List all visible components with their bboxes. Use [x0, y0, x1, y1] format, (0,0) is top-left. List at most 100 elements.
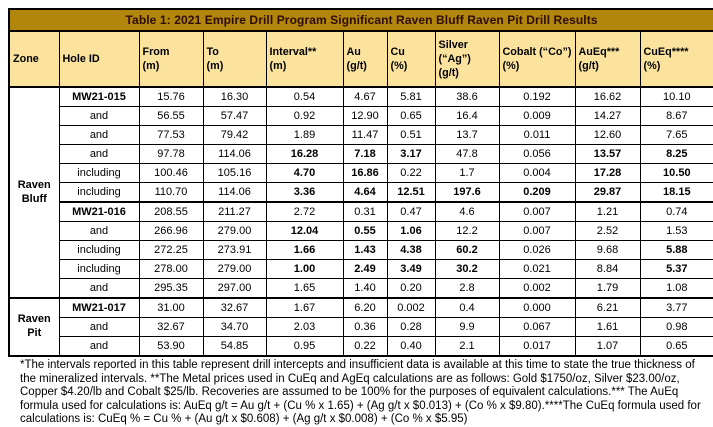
cell-interval-m: 16.28 — [265, 144, 344, 164]
col-header-line: (“Ag”) — [438, 52, 471, 65]
table-row: including 278.00 279.00 1.00 2.49 3.49 30.2 0.0… — [9, 259, 713, 279]
cell-cueq-pct: 1.53 — [639, 221, 713, 241]
col-header-line: (g/t) — [346, 60, 367, 72]
drill-results-table: Table 1: 2021 Empire Drill Program Signi… — [7, 8, 713, 357]
cell-to-m: 16.30 — [202, 86, 267, 107]
cell-cu-pct: 0.65 — [386, 106, 436, 126]
hole-id-cell: MW21-015 — [58, 86, 140, 107]
table-row: MW21-016 208.55 211.27 2.72 0.31 0.47 4.6 0.007… — [9, 201, 713, 222]
cell-aueq-gt: 6.21 — [574, 297, 641, 318]
col-header-line: (%) — [502, 60, 520, 72]
cell-cobalt-pct: 0.056 — [498, 144, 576, 164]
hole-id-cell: and — [58, 221, 140, 241]
cell-cobalt-pct: 0.021 — [498, 259, 576, 279]
cell-to-m: 279.00 — [202, 221, 267, 241]
col-header-line: Interval** — [269, 45, 317, 58]
table-row: and 266.96 279.00 12.04 0.55 1.06 12.2 0.007 2.5… — [9, 221, 713, 241]
cell-cu-pct: 0.40 — [386, 336, 436, 357]
table-row: Raven Bluff MW21-015 15.76 16.30 0.54 4.67 5.8… — [8, 86, 713, 299]
col-header-line: Cu — [390, 45, 405, 58]
cell-to-m: 114.06 — [202, 182, 267, 203]
cell-interval-m: 1.67 — [265, 297, 344, 318]
cell-cobalt-pct: 0.026 — [498, 240, 576, 260]
cell-interval-m: 1.00 — [265, 259, 344, 279]
cell-cobalt-pct: 0.209 — [498, 182, 576, 203]
cell-cueq-pct: 18.15 — [639, 182, 713, 203]
cell-from-m: 110.70 — [138, 182, 204, 203]
col-header-line: From — [142, 45, 170, 58]
cell-interval-m: 1.89 — [265, 125, 344, 145]
cell-from-m: 77.53 — [138, 125, 204, 145]
table-row: including 272.25 273.91 1.66 1.43 4.38 60.2 0.0… — [9, 240, 713, 260]
cell-interval-m: 0.92 — [265, 106, 344, 126]
hole-id-cell: including — [58, 163, 140, 183]
table-row: Raven Pit MW21-017 31.00 32.67 1.67 6.20 0.002… — [8, 297, 713, 357]
cell-from-m: 56.55 — [138, 106, 204, 126]
footnote: *The intervals reported in this table re… — [20, 359, 701, 425]
table-row: and 32.67 34.70 2.03 0.36 0.28 9.9 0.067 1.61 0.9… — [9, 317, 713, 337]
cell-from-m: 266.96 — [138, 221, 204, 241]
table-row: and 56.55 57.47 0.92 12.90 0.65 16.4 0.009 14.27… — [9, 106, 713, 126]
cell-silver-gt: 16.4 — [434, 106, 500, 126]
cell-cueq-pct: 10.10 — [639, 86, 713, 107]
cell-cobalt-pct: 0.002 — [498, 278, 576, 299]
table-row: including 100.46 105.16 4.70 16.86 0.22 1.7 0.0… — [9, 163, 713, 183]
cell-cueq-pct: 7.65 — [639, 125, 713, 145]
cell-cueq-pct: 0.98 — [639, 317, 713, 337]
cell-silver-gt: 13.7 — [434, 125, 500, 145]
cell-silver-gt: 60.2 — [434, 240, 500, 260]
cell-au-gt: 0.55 — [342, 221, 388, 241]
cell-to-m: 57.47 — [202, 106, 267, 126]
col-header-hole-id: Hole ID — [58, 30, 140, 88]
cell-from-m: 272.25 — [138, 240, 204, 260]
col-header-line: CuEq**** — [643, 45, 689, 58]
title-row: Table 1: 2021 Empire Drill Program Signi… — [7, 8, 713, 32]
cell-to-m: 79.42 — [202, 125, 267, 145]
cell-silver-gt: 197.6 — [434, 182, 500, 203]
cell-aueq-gt: 1.79 — [574, 278, 641, 299]
cell-cu-pct: 0.002 — [386, 297, 436, 318]
col-header-silver-gt: Silver (“Ag”) (g/t) — [434, 30, 500, 88]
cell-silver-gt: 38.6 — [434, 86, 500, 107]
table-row: including 110.70 114.06 3.36 4.64 12.51 197.6 0… — [9, 182, 713, 203]
hole-id-cell: including — [58, 182, 140, 203]
cell-cu-pct: 0.28 — [386, 317, 436, 337]
cell-silver-gt: 1.7 — [434, 163, 500, 183]
cell-to-m: 279.00 — [202, 259, 267, 279]
cell-silver-gt: 30.2 — [434, 259, 500, 279]
cell-cobalt-pct: 0.009 — [498, 106, 576, 126]
cell-au-gt: 11.47 — [342, 125, 388, 145]
cell-cu-pct: 1.06 — [386, 221, 436, 241]
cell-silver-gt: 9.9 — [434, 317, 500, 337]
cell-au-gt: 1.43 — [342, 240, 388, 260]
hole-id-cell: and — [58, 144, 140, 164]
hole-id-cell: MW21-017 — [58, 297, 140, 318]
cell-from-m: 278.00 — [138, 259, 204, 279]
cell-au-gt: 1.40 — [342, 278, 388, 299]
cell-silver-gt: 2.1 — [434, 336, 500, 357]
col-header-line: Zone — [13, 52, 39, 65]
cell-aueq-gt: 29.87 — [574, 182, 641, 203]
cell-cu-pct: 0.22 — [386, 163, 436, 183]
col-header-line: (%) — [643, 60, 661, 72]
cell-aueq-gt: 1.07 — [574, 336, 641, 357]
col-header-cobalt-pct: Cobalt (“Co”) (%) — [498, 30, 576, 88]
cell-to-m: 114.06 — [202, 144, 267, 164]
cell-cu-pct: 4.38 — [386, 240, 436, 260]
cell-interval-m: 3.36 — [265, 182, 344, 203]
header-row: Zone Hole ID From (m) To (m) Interval** (m) Au (g… — [8, 30, 713, 88]
col-header-to-m: To (m) — [202, 30, 267, 88]
cell-cu-pct: 3.49 — [386, 259, 436, 279]
cell-from-m: 208.55 — [138, 201, 204, 222]
col-header-line: Cobalt (“Co”) — [502, 45, 572, 58]
cell-silver-gt: 12.2 — [434, 221, 500, 241]
cell-aueq-gt: 2.52 — [574, 221, 641, 241]
cell-cobalt-pct: 0.017 — [498, 336, 576, 357]
cell-silver-gt: 2.8 — [434, 278, 500, 299]
cell-cueq-pct: 0.74 — [639, 201, 713, 222]
cell-au-gt: 16.86 — [342, 163, 388, 183]
cell-to-m: 34.70 — [202, 317, 267, 337]
cell-interval-m: 12.04 — [265, 221, 344, 241]
cell-cu-pct: 0.51 — [386, 125, 436, 145]
col-header-line: (g/t) — [438, 67, 459, 80]
